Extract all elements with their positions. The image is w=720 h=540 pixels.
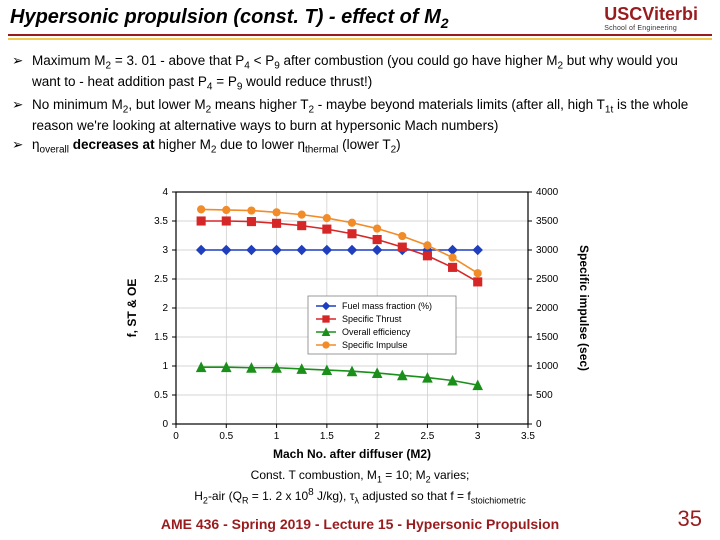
- svg-text:Mach No. after diffuser (M2): Mach No. after diffuser (M2): [273, 447, 431, 461]
- svg-text:2500: 2500: [536, 274, 559, 285]
- svg-text:2: 2: [162, 303, 168, 314]
- svg-text:3.5: 3.5: [154, 216, 168, 227]
- page-number: 35: [678, 506, 702, 532]
- bullet-text: Maximum M2 = 3. 01 - above that P4 < P9 …: [32, 52, 700, 94]
- svg-text:4000: 4000: [536, 187, 559, 198]
- svg-text:0.5: 0.5: [154, 390, 168, 401]
- slide-footer: AME 436 - Spring 2019 - Lecture 15 - Hyp…: [0, 516, 720, 532]
- bullet-item: ➢No minimum M2, but lower M2 means highe…: [12, 96, 700, 135]
- svg-text:Overall efficiency: Overall efficiency: [342, 327, 411, 337]
- svg-text:Specific Impulse: Specific Impulse: [342, 340, 408, 350]
- m2-effect-chart: 00.511.522.533.500.511.522.533.540500100…: [118, 178, 598, 468]
- svg-text:3: 3: [162, 245, 168, 256]
- bullet-marker-icon: ➢: [12, 136, 32, 157]
- bullet-marker-icon: ➢: [12, 52, 32, 94]
- svg-text:f, ST & OE: f, ST & OE: [125, 279, 139, 338]
- svg-text:500: 500: [536, 390, 553, 401]
- slide-title: Hypersonic propulsion (const. T) - effec…: [10, 6, 449, 31]
- logo-primary: USCViterbi: [604, 4, 698, 25]
- slide-header: Hypersonic propulsion (const. T) - effec…: [0, 0, 720, 44]
- svg-text:3.5: 3.5: [521, 431, 535, 442]
- usc-logo: USCViterbi School of Engineering: [604, 4, 698, 32]
- svg-text:4: 4: [162, 187, 168, 198]
- svg-text:3000: 3000: [536, 245, 559, 256]
- svg-text:Specific impulse (sec): Specific impulse (sec): [577, 245, 591, 371]
- svg-text:2.5: 2.5: [154, 274, 168, 285]
- svg-text:0.5: 0.5: [219, 431, 233, 442]
- svg-text:2.5: 2.5: [420, 431, 434, 442]
- svg-text:1.5: 1.5: [154, 332, 168, 343]
- bullet-text: No minimum M2, but lower M2 means higher…: [32, 96, 700, 135]
- svg-text:1: 1: [162, 361, 168, 372]
- svg-text:3500: 3500: [536, 216, 559, 227]
- bullet-item: ➢ηoverall decreases at higher M2 due to …: [12, 136, 700, 157]
- header-rule-red: [8, 34, 712, 36]
- svg-text:0: 0: [173, 431, 179, 442]
- svg-text:3: 3: [475, 431, 481, 442]
- chart-container: 00.511.522.533.500.511.522.533.540500100…: [118, 178, 598, 468]
- svg-text:1000: 1000: [536, 361, 559, 372]
- chart-caption: Const. T combustion, M1 = 10; M2 varies;…: [0, 468, 720, 507]
- svg-text:2000: 2000: [536, 303, 559, 314]
- bullet-text: ηoverall decreases at higher M2 due to l…: [32, 136, 700, 157]
- svg-text:Fuel mass fraction (%): Fuel mass fraction (%): [342, 301, 432, 311]
- bullet-item: ➢Maximum M2 = 3. 01 - above that P4 < P9…: [12, 52, 700, 94]
- header-rule-gold: [8, 38, 712, 40]
- bullet-marker-icon: ➢: [12, 96, 32, 135]
- svg-text:Specific Thrust: Specific Thrust: [342, 314, 402, 324]
- svg-text:1.5: 1.5: [320, 431, 334, 442]
- svg-text:0: 0: [162, 419, 168, 430]
- svg-text:1500: 1500: [536, 332, 559, 343]
- svg-text:1: 1: [274, 431, 280, 442]
- svg-text:0: 0: [536, 419, 542, 430]
- bullet-list: ➢Maximum M2 = 3. 01 - above that P4 < P9…: [12, 52, 700, 159]
- svg-text:2: 2: [374, 431, 380, 442]
- logo-secondary: School of Engineering: [604, 25, 698, 32]
